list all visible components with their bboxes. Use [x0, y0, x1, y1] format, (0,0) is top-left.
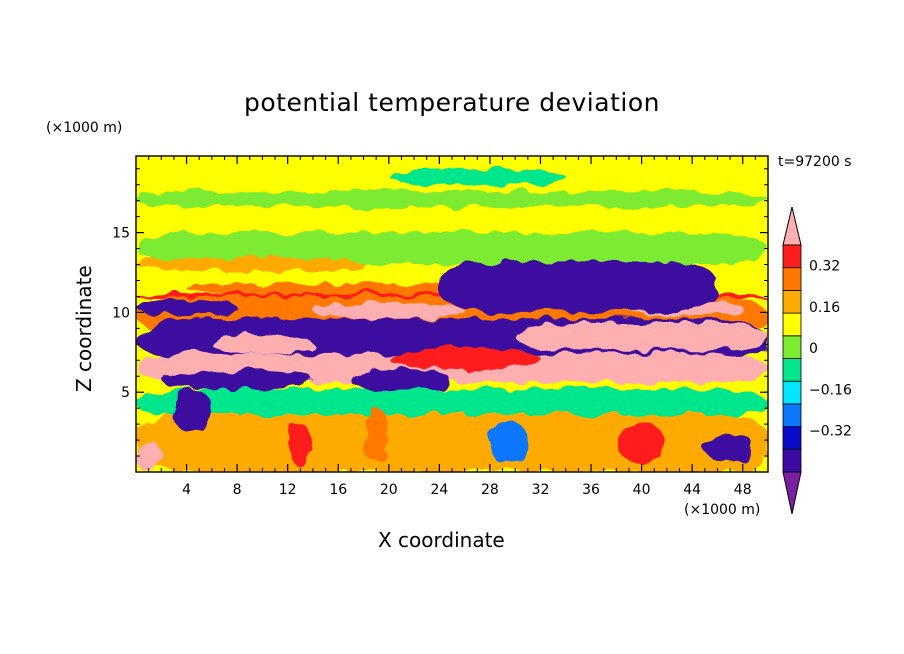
contour-region — [136, 299, 238, 316]
x-tick-label: 8 — [233, 482, 242, 498]
contour-region — [439, 261, 718, 313]
contour-region — [616, 424, 667, 463]
x-tick-label: 20 — [380, 482, 398, 498]
x-tick-label: 12 — [279, 482, 297, 498]
contour-region — [173, 389, 212, 434]
contour-region — [704, 433, 756, 463]
contour-field — [136, 159, 768, 472]
contour-region — [211, 334, 313, 354]
x-axis-ticks: 4 8 12 16 20 24 28 32 36 40 44 48 — [148, 156, 756, 498]
colorbar-box — [782, 289, 802, 314]
contour-region — [388, 347, 541, 370]
chart-title: potential temperature deviation — [244, 88, 660, 117]
contour-region — [515, 321, 768, 351]
colorbar-box — [782, 426, 802, 450]
colorbar-box — [782, 335, 802, 359]
contour-region — [489, 420, 528, 466]
y-tick-label: 10 — [112, 305, 130, 321]
colorbar-box — [782, 380, 802, 405]
colorbar-tick-label: 0.32 — [809, 259, 840, 275]
contour-region — [350, 369, 452, 393]
colorbar-arrow-top — [782, 206, 802, 246]
colorbar-tick-label: −0.32 — [809, 424, 852, 440]
colorbar-arrow-bottom — [782, 471, 802, 515]
x-tick-label: 40 — [633, 482, 651, 498]
contour-region — [161, 369, 313, 390]
x-tick-label: 4 — [182, 482, 191, 498]
contour-region — [136, 191, 768, 208]
colorbar-box — [782, 403, 802, 427]
contour-region — [136, 440, 162, 472]
contour-region — [388, 168, 566, 185]
y-tick-label: 5 — [121, 385, 130, 401]
x-axis-unit: (×1000 m) — [684, 502, 761, 518]
colorbar-tick-label: 0 — [809, 341, 818, 357]
y-tick-label: 15 — [112, 226, 130, 242]
colorbar-box — [782, 244, 802, 269]
contour-region — [136, 414, 768, 472]
colorbar-tick-label: 0.16 — [809, 300, 840, 316]
x-axis-label: X coordinate — [378, 528, 505, 552]
colorbar-box — [782, 358, 802, 382]
x-tick-label: 28 — [481, 482, 499, 498]
y-axis-ticks: 5 10 15 — [112, 168, 768, 457]
x-tick-label: 36 — [582, 482, 600, 498]
x-tick-label: 48 — [734, 482, 752, 498]
contour-region — [312, 302, 465, 319]
time-label: t=97200 s — [778, 154, 852, 170]
contour-region — [136, 389, 768, 418]
x-tick-label: 24 — [430, 482, 448, 498]
contour-region — [136, 232, 768, 265]
contour-region — [363, 408, 389, 463]
colorbar: −0.32 −0.16 0 0.16 0.32 — [782, 206, 852, 515]
colorbar-box — [782, 312, 802, 337]
y-axis-unit: (×1000 m) — [46, 120, 123, 136]
colorbar-box — [782, 448, 802, 473]
contour-region — [287, 424, 313, 466]
colorbar-box — [782, 267, 802, 291]
x-tick-label: 44 — [683, 482, 701, 498]
colorbar-tick-label: −0.16 — [809, 382, 852, 398]
contour-region — [136, 258, 364, 271]
x-tick-label: 16 — [329, 482, 347, 498]
x-tick-label: 32 — [532, 482, 550, 498]
